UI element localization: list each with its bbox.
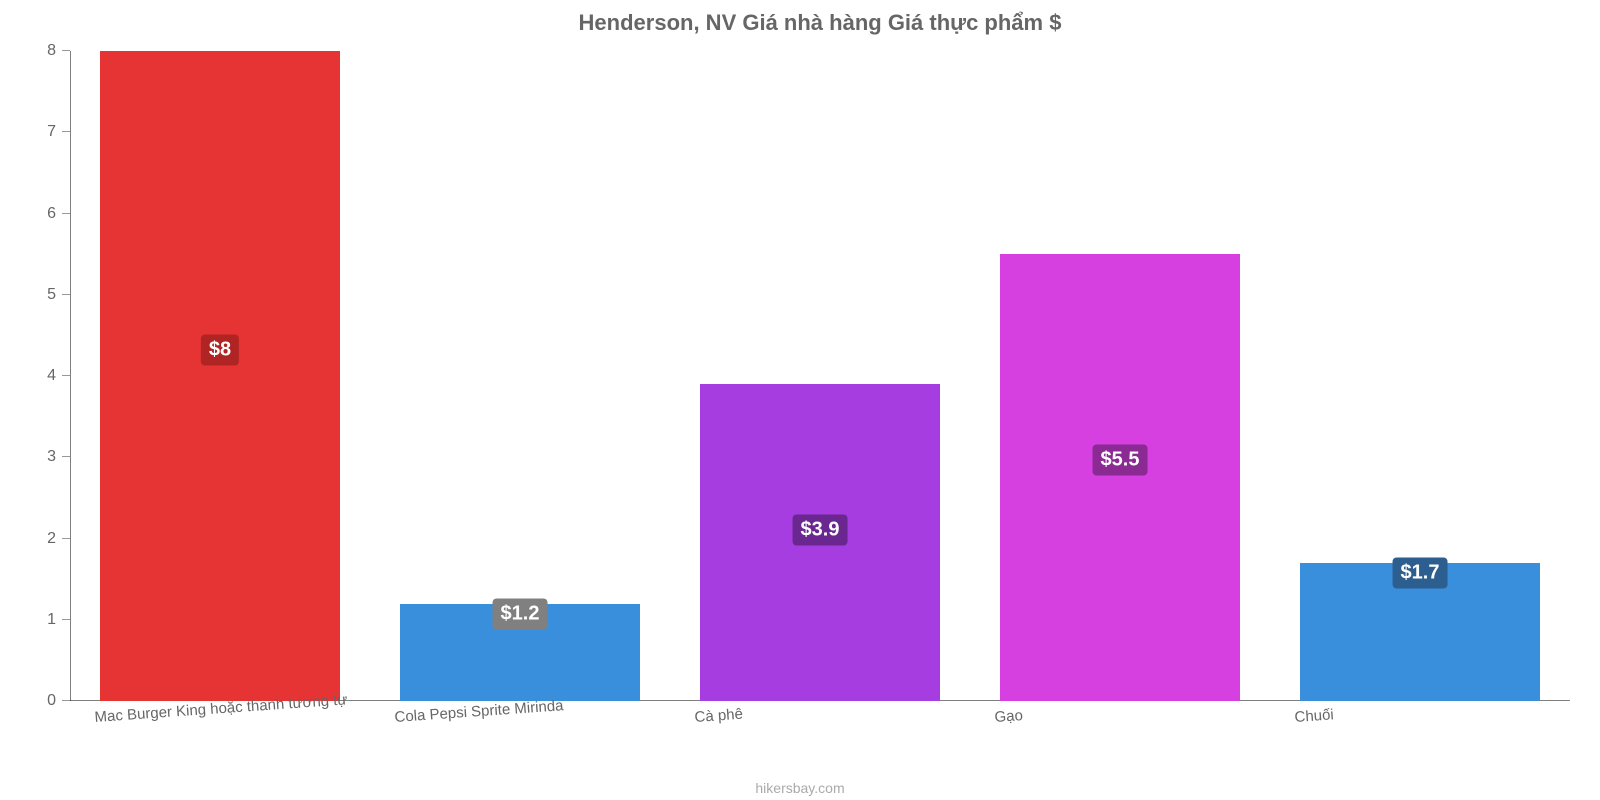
- bar: $1.7: [1300, 563, 1540, 701]
- x-label-slot: Cola Pepsi Sprite Mirinda: [370, 705, 670, 735]
- x-axis-label: Cà phê: [694, 706, 743, 726]
- y-tick-label: 3: [47, 448, 70, 466]
- bar-slot: $3.9: [670, 51, 970, 701]
- y-tick-label: 7: [47, 123, 70, 141]
- bar: $8: [100, 51, 340, 701]
- y-tick-label: 6: [47, 205, 70, 223]
- y-tick-label: 2: [47, 530, 70, 548]
- bar-value-label: $1.2: [493, 598, 548, 629]
- x-label-slot: Mac Burger King hoặc thanh tương tự: [70, 705, 370, 735]
- chart-title: Henderson, NV Giá nhà hàng Giá thực phẩm…: [70, 10, 1570, 36]
- y-tick-label: 5: [47, 286, 70, 304]
- bar: $1.2: [400, 604, 640, 702]
- x-axis-label: Gạo: [994, 707, 1023, 726]
- y-tick-label: 1: [47, 611, 70, 629]
- x-axis-label: Chuối: [1294, 706, 1334, 726]
- bars-container: $8 $1.2 $3.9 $5.5 $1.7: [70, 51, 1570, 701]
- y-tick-label: 4: [47, 367, 70, 385]
- bar-slot: $1.2: [370, 51, 670, 701]
- x-axis-labels: Mac Burger King hoặc thanh tương tựCola …: [70, 705, 1570, 735]
- source-label: hikersbay.com: [755, 780, 844, 796]
- price-bar-chart: Henderson, NV Giá nhà hàng Giá thực phẩm…: [0, 0, 1600, 800]
- bar-value-label: $1.7: [1393, 557, 1448, 588]
- bar: $5.5: [1000, 254, 1240, 701]
- bar: $3.9: [700, 384, 940, 701]
- bar-value-label: $8: [201, 335, 239, 366]
- y-tick-label: 0: [47, 692, 70, 710]
- x-axis-label: Cola Pepsi Sprite Mirinda: [394, 697, 564, 726]
- x-label-slot: Gạo: [970, 705, 1270, 735]
- plot-area: $8$1.2$3.9$5.5$1.7 012345678: [70, 51, 1570, 701]
- bar-slot: $1.7: [1270, 51, 1570, 701]
- x-label-slot: Cà phê: [670, 705, 970, 735]
- bar-slot: $5.5: [970, 51, 1270, 701]
- bar-slot: $8: [70, 51, 370, 701]
- bar-value-label: $5.5: [1093, 444, 1148, 475]
- x-label-slot: Chuối: [1270, 705, 1570, 735]
- y-tick-label: 8: [47, 42, 70, 60]
- bar-value-label: $3.9: [793, 514, 848, 545]
